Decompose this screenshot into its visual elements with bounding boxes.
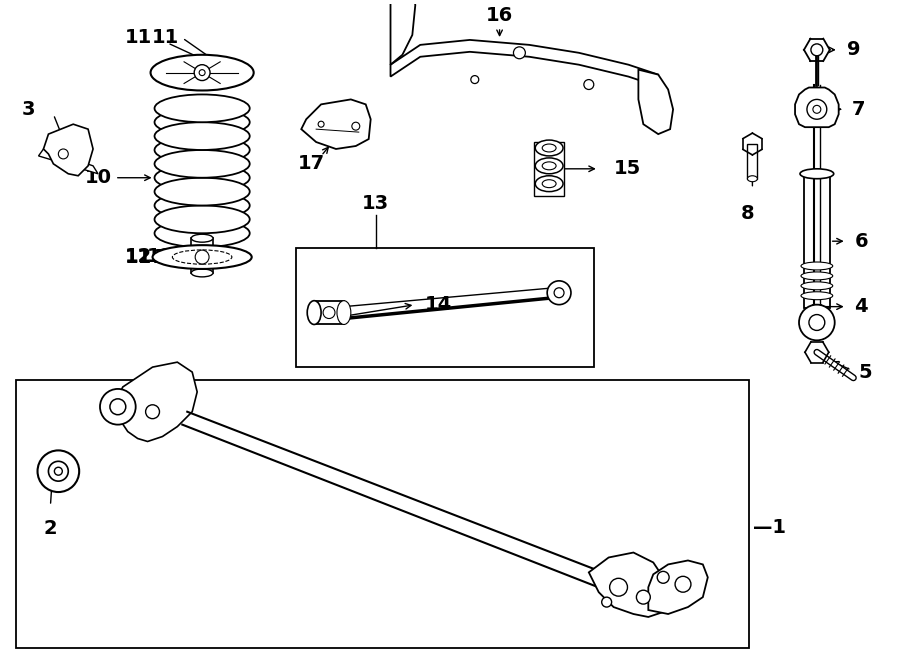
Text: 11: 11 (152, 248, 179, 266)
Ellipse shape (307, 301, 321, 325)
Polygon shape (648, 561, 707, 614)
Circle shape (54, 467, 62, 475)
Bar (813, 305, 821, 307)
Text: 16: 16 (486, 6, 513, 25)
Circle shape (602, 597, 612, 607)
Circle shape (110, 399, 126, 414)
Text: 9: 9 (847, 40, 860, 59)
Circle shape (514, 47, 526, 59)
Circle shape (799, 305, 834, 340)
Polygon shape (795, 87, 839, 127)
Ellipse shape (152, 245, 252, 269)
Circle shape (352, 122, 360, 130)
Bar (191, 238, 213, 273)
Text: 14: 14 (425, 295, 453, 314)
Ellipse shape (800, 169, 833, 178)
Text: 4: 4 (854, 297, 868, 316)
Circle shape (809, 315, 824, 330)
Circle shape (199, 69, 205, 75)
Circle shape (609, 578, 627, 596)
Ellipse shape (155, 136, 249, 164)
Ellipse shape (536, 158, 563, 174)
Text: 13: 13 (362, 194, 389, 214)
Circle shape (547, 281, 571, 305)
Circle shape (813, 105, 821, 113)
Ellipse shape (173, 250, 232, 264)
Text: 11: 11 (152, 28, 179, 48)
Ellipse shape (801, 282, 832, 290)
Ellipse shape (155, 122, 249, 150)
Ellipse shape (801, 262, 832, 270)
Circle shape (554, 288, 564, 297)
Ellipse shape (155, 164, 249, 192)
Circle shape (38, 450, 79, 492)
Polygon shape (391, 40, 658, 87)
Ellipse shape (155, 219, 249, 247)
Text: 11: 11 (125, 248, 152, 266)
Ellipse shape (155, 192, 249, 219)
Circle shape (49, 461, 68, 481)
Circle shape (636, 590, 651, 604)
Bar (314, 301, 344, 325)
Ellipse shape (542, 180, 556, 188)
Circle shape (675, 576, 691, 592)
Circle shape (318, 121, 324, 127)
Polygon shape (39, 149, 98, 174)
Ellipse shape (536, 176, 563, 192)
Ellipse shape (155, 95, 249, 122)
Ellipse shape (155, 150, 249, 178)
Text: 15: 15 (614, 159, 641, 178)
Bar (748, 144, 758, 178)
Text: 3: 3 (22, 100, 35, 119)
Polygon shape (108, 362, 197, 442)
Ellipse shape (542, 162, 556, 170)
Ellipse shape (191, 234, 213, 242)
Ellipse shape (191, 269, 213, 277)
Ellipse shape (748, 176, 758, 182)
Bar (15, 380, 750, 648)
Ellipse shape (801, 292, 832, 299)
Text: —1: —1 (753, 518, 787, 537)
Circle shape (657, 571, 669, 583)
Circle shape (195, 250, 209, 264)
Ellipse shape (155, 178, 249, 206)
Ellipse shape (337, 301, 351, 325)
Polygon shape (589, 553, 668, 617)
Text: 10: 10 (85, 169, 112, 187)
Text: 8: 8 (741, 204, 754, 223)
Text: 5: 5 (859, 363, 872, 381)
Ellipse shape (155, 206, 249, 233)
Circle shape (146, 405, 159, 418)
Text: 7: 7 (851, 100, 865, 119)
Text: 12: 12 (147, 247, 175, 266)
Bar (535, 142, 564, 196)
Ellipse shape (536, 140, 563, 156)
Circle shape (100, 389, 136, 424)
Text: 6: 6 (854, 232, 868, 251)
Circle shape (194, 65, 210, 81)
Ellipse shape (801, 272, 832, 280)
Ellipse shape (155, 108, 249, 136)
Text: 11: 11 (125, 28, 152, 48)
Text: 2: 2 (43, 519, 58, 538)
Ellipse shape (542, 144, 556, 152)
Circle shape (584, 79, 594, 89)
Bar (804, 174, 830, 307)
Bar (296, 248, 594, 367)
Circle shape (58, 149, 68, 159)
Circle shape (807, 99, 827, 119)
Ellipse shape (150, 55, 254, 91)
Polygon shape (391, 0, 415, 65)
Polygon shape (43, 124, 93, 176)
Text: 17: 17 (298, 155, 325, 173)
Polygon shape (638, 69, 673, 134)
Text: 12: 12 (125, 247, 152, 266)
Circle shape (323, 307, 335, 319)
Polygon shape (302, 99, 371, 149)
Circle shape (811, 44, 823, 56)
Circle shape (471, 75, 479, 83)
